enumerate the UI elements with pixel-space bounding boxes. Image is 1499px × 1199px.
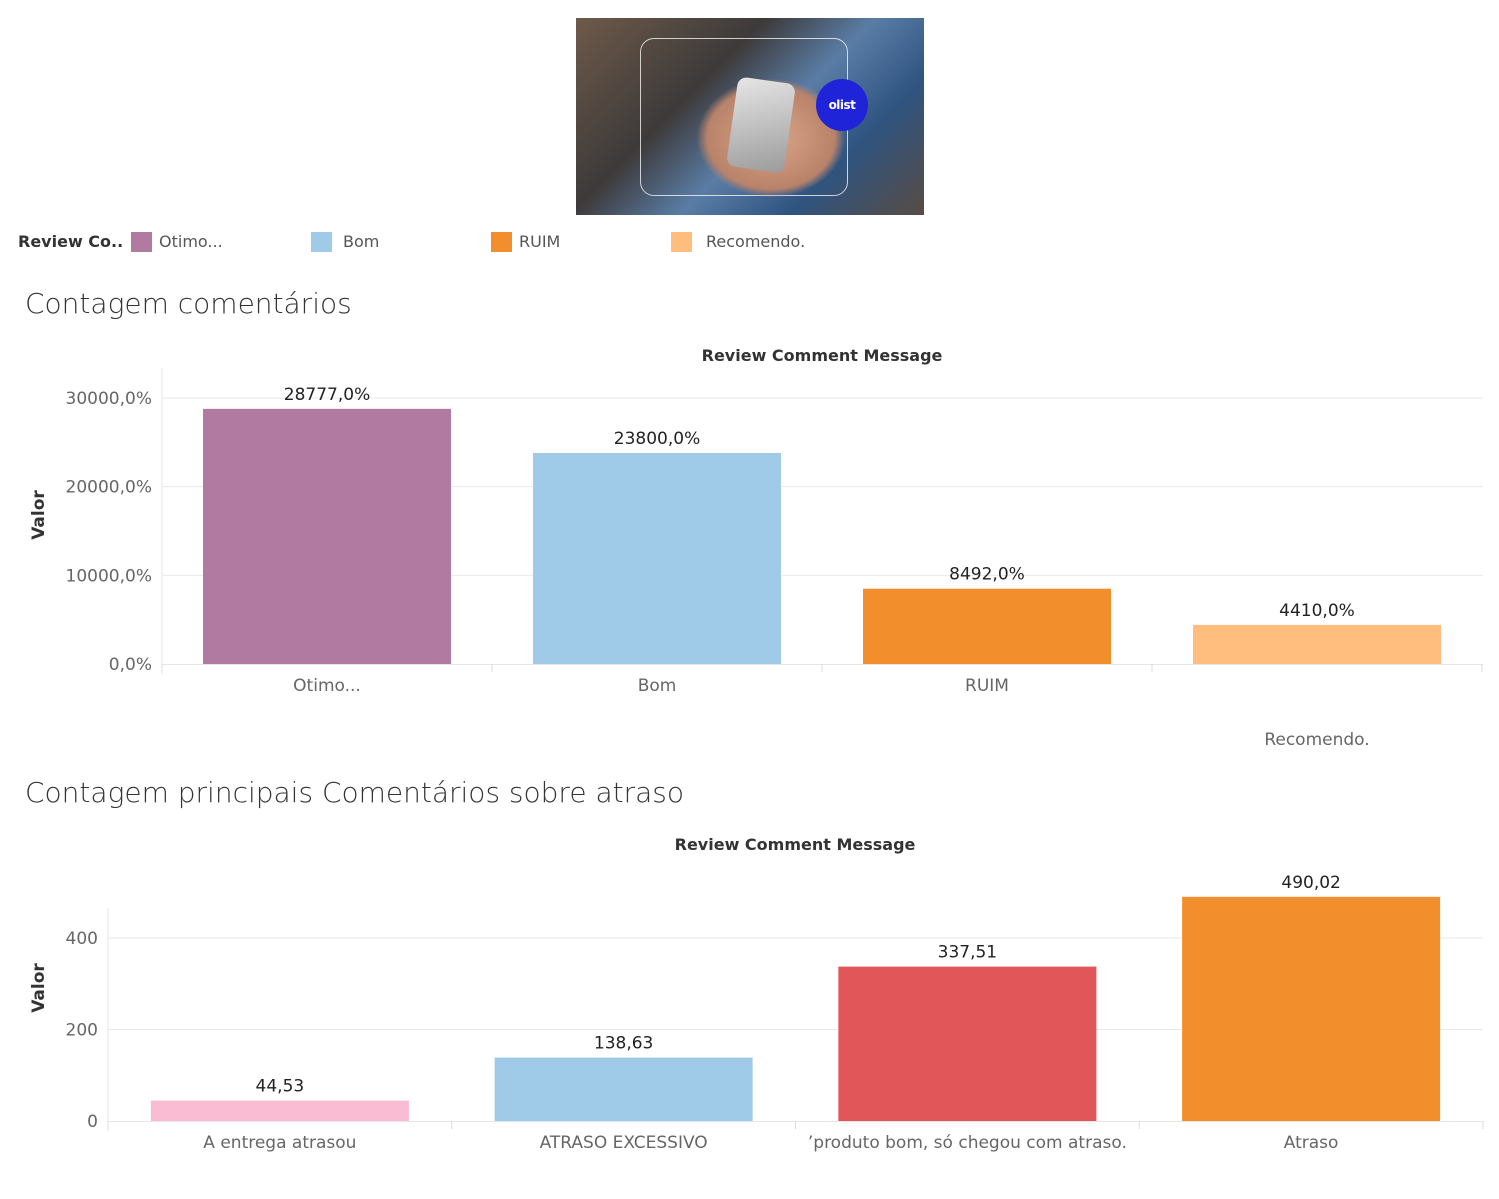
bar [838,966,1097,1121]
x-category-label: ’produto bom, só chegou com atraso. [808,1133,1127,1153]
hero-image: olist [576,18,924,215]
legend-title: Review Co.. [18,232,124,251]
x-category-label: Atraso [1284,1133,1339,1153]
comment-count-chart: 0,0% 10000,0% 20000,0% 30000,0% Valor 28777,0… [29,368,1483,750]
data-label: 23800,0% [614,429,700,449]
legend-label: Bom [343,232,380,251]
y-tick-label: 10000,0% [66,566,152,586]
data-label: 44,53 [256,1077,305,1097]
bar [150,1100,409,1121]
y-tick-label: 20000,0% [66,478,152,498]
olist-logo: olist [816,79,868,131]
bar [533,452,781,664]
data-label: 8492,0% [949,565,1025,585]
bar [1182,896,1441,1121]
legend-swatch [671,232,692,252]
y-tick-label: 200 [66,1021,98,1041]
y-axis-label: Valor [29,963,49,1013]
section-title-contagem: Contagem comentários [25,287,352,320]
delay-comment-chart: 0 200 400 Valor 44,53 A entrega atrasou 138,63… [29,873,1484,1153]
bar [1193,624,1441,664]
data-label: 4410,0% [1279,601,1355,621]
bar [203,408,451,664]
legend-label: Otimo... [159,232,223,251]
y-tick-label: 400 [66,929,98,949]
data-label: 138,63 [594,1034,653,1054]
data-label: 490,02 [1281,873,1340,893]
legend-swatch [311,232,332,252]
x-category-label: Otimo... [293,676,361,696]
legend-label: Recomendo. [706,232,806,251]
chart-caption: Review Comment Message [674,835,916,854]
x-category-label: A entrega atrasou [203,1133,356,1153]
chart-caption: Review Comment Message [701,346,943,365]
bar [494,1057,753,1121]
data-label: 28777,0% [284,385,370,405]
y-tick-label: 0 [87,1112,98,1132]
y-tick-label: 0,0% [109,655,152,675]
data-label: 337,51 [938,943,997,963]
x-category-label: Recomendo. [1264,730,1369,750]
x-category-label: Bom [638,676,677,696]
x-category-label: ATRASO EXCESSIVO [540,1133,708,1153]
legend-swatch [491,232,512,252]
x-category-label: RUIM [965,676,1009,696]
bar [863,588,1111,664]
smartphone-graphic [726,76,796,174]
legend-swatch [131,232,152,252]
legend-label: RUIM [519,232,561,251]
y-axis-label: Valor [29,490,49,540]
section-title-atraso: Contagem principais Comentários sobre at… [25,776,684,809]
y-tick-label: 30000,0% [66,389,152,409]
